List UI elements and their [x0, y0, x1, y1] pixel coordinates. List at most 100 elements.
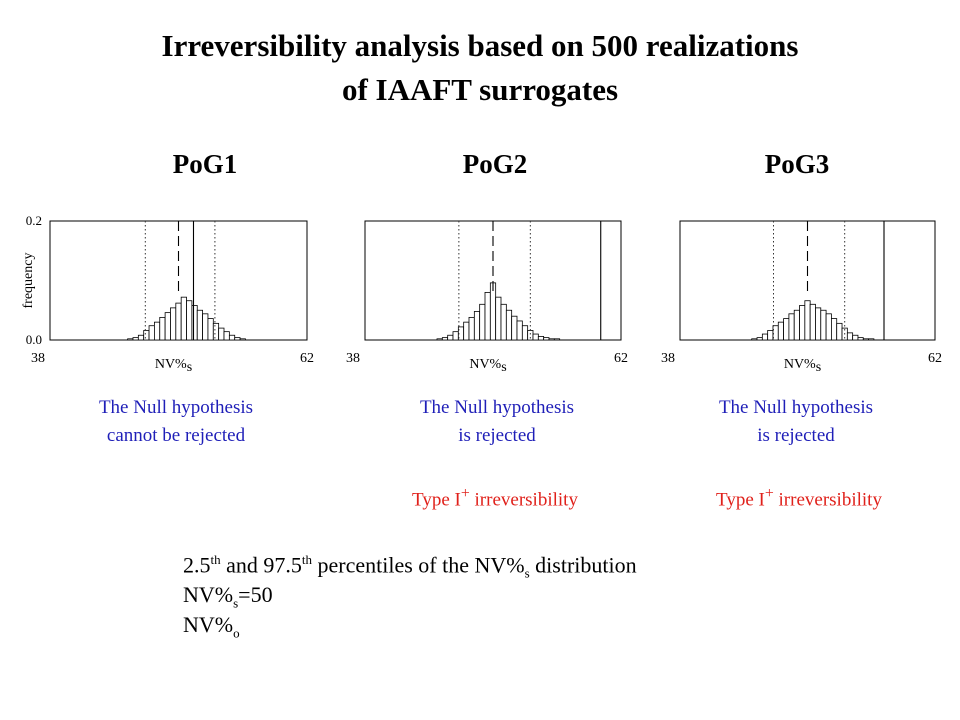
pog3-bar — [868, 338, 875, 341]
pog1-bar — [143, 330, 150, 341]
pog2-bar — [447, 334, 454, 341]
verdict-pog2-line2: is rejected — [458, 425, 536, 446]
title-line-2: of IAAFT surrogates — [341, 72, 619, 107]
pog2-bar — [452, 331, 459, 341]
panel-title-pog1: PoG1 — [172, 149, 238, 179]
pog1-bar — [180, 296, 187, 341]
pog2-bar — [473, 311, 481, 341]
panel-title-pog3: PoG3 — [764, 149, 830, 179]
pog3-bar — [777, 321, 784, 341]
legend-percentiles-text: 2.5th and 97.5th percentiles of the NV%s… — [183, 552, 637, 582]
pog1-bar — [218, 327, 225, 341]
irreversibility-pog2-rest: irreversibility — [469, 489, 578, 511]
irreversibility-pog2-sup: + — [460, 485, 470, 502]
pog1-bar — [148, 325, 155, 341]
pog1-bar — [207, 318, 214, 341]
pog3-bar — [857, 337, 864, 341]
pog1-bar — [154, 321, 161, 341]
pog3-bar — [852, 334, 859, 341]
verdict-pog1-line2: cannot be rejected — [106, 425, 246, 446]
pog1-bar — [239, 338, 246, 341]
title-line-1: Irreversibility analysis based on 500 re… — [161, 28, 799, 63]
verdict-pog1: The Null hypothesis cannot be rejected — [36, 394, 316, 450]
pog1-bar — [212, 322, 220, 341]
panel-title-pog2: PoG2 — [462, 149, 528, 179]
pog3-bar — [804, 300, 811, 341]
legend-dashed-b: =50 — [238, 582, 273, 607]
legend-percentile-b: and 97.5 — [220, 552, 302, 578]
pog1-bar — [234, 337, 241, 341]
pog3-bar — [846, 332, 854, 341]
legend-percentile-c: percentiles of the NV% — [312, 552, 525, 578]
pog3-x-axis-label: NV%s — [784, 357, 821, 375]
pog1-bar — [175, 302, 182, 341]
pog3-bar — [767, 330, 774, 341]
irreversibility-pog3: Type I+ irreversibility — [659, 485, 939, 511]
pog2-bar — [527, 330, 534, 341]
legend-dashed-a: NV% — [183, 582, 234, 607]
irreversibility-pog3-rest: irreversibility — [773, 489, 882, 511]
verdict-pog3-line2: is rejected — [757, 425, 835, 446]
pog3-x-tick-max: 62 — [928, 351, 942, 366]
pog1-bar — [223, 331, 230, 341]
pog2-bar — [484, 291, 491, 341]
pog3-bar — [831, 318, 838, 341]
verdict-pog2: The Null hypothesis is rejected — [357, 394, 637, 450]
pog2-bar — [505, 309, 513, 341]
pog3-bar — [793, 309, 800, 341]
pog2-bar — [516, 320, 523, 341]
verdict-pog3-line1: The Null hypothesis — [718, 397, 874, 418]
pog2-bar — [500, 303, 507, 341]
pog3-bar — [862, 338, 869, 341]
pog2-bar — [548, 338, 555, 341]
pog2-bar — [495, 296, 502, 341]
legend-percentile-d: distribution — [529, 552, 637, 578]
irreversibility-pog2: Type I+ irreversibility — [355, 485, 635, 511]
pog1-bar — [159, 316, 166, 341]
pog2-bar — [463, 321, 470, 341]
pog2-bar — [479, 303, 486, 341]
pog2-x-axis-label: NV%s — [469, 357, 506, 375]
pog2-bar — [441, 337, 449, 341]
pog2-bar — [521, 325, 529, 341]
legend-percentile-a: 2.5 — [183, 552, 211, 578]
pog3-bar — [788, 313, 795, 341]
pog2-bar — [489, 282, 497, 341]
pog3-bar — [761, 333, 769, 341]
pog2-x-tick-max: 62 — [614, 351, 628, 366]
pog1-y-tick-min: 0.0 — [26, 332, 42, 347]
pog1-bar — [191, 305, 198, 341]
pog1-bar — [196, 309, 203, 341]
pog1-bar — [170, 307, 177, 341]
pog2-bar — [511, 315, 518, 341]
pog3-bar — [783, 318, 790, 341]
pog1-x-tick-max: 62 — [300, 351, 314, 366]
pog2-bar — [543, 337, 550, 341]
verdict-pog3: The Null hypothesis is rejected — [656, 394, 936, 450]
pog3-bar — [751, 338, 758, 341]
irreversibility-pog3-main: Type I — [716, 489, 765, 511]
pog3-bar — [825, 313, 832, 341]
legend-dashed-text: NV%s=50 — [183, 582, 273, 611]
irreversibility-pog3-sup: + — [764, 485, 774, 502]
legend-dashed-sub: s — [233, 595, 239, 611]
pog3-bar — [836, 322, 843, 341]
irreversibility-pog2-main: Type I — [412, 489, 461, 511]
pog1-y-axis-label: frequency — [21, 253, 36, 309]
pog3-bar — [756, 337, 763, 341]
pog1-bar — [127, 338, 134, 341]
pog1-y-tick-max: 0.2 — [26, 213, 42, 228]
pog2-bar — [468, 316, 475, 341]
pog2-x-tick-min: 38 — [346, 351, 360, 366]
pog3-bar — [799, 305, 806, 341]
pog2-bar — [436, 338, 443, 341]
pog3-bar — [815, 307, 822, 341]
pog2-bar — [532, 333, 539, 341]
legend-solid-text: NV%o — [183, 612, 240, 641]
pog1-bar — [228, 334, 236, 341]
pog3-bar — [809, 303, 816, 341]
legend-percentile-b-sup: th — [301, 552, 313, 567]
pog1-bar — [186, 300, 193, 341]
histogram-charts: 38 62 NV%s 0.2 0.0 frequency 38 62 NV%s 38 62 NV%s — [21, 213, 942, 375]
pog2-bar — [537, 336, 545, 341]
